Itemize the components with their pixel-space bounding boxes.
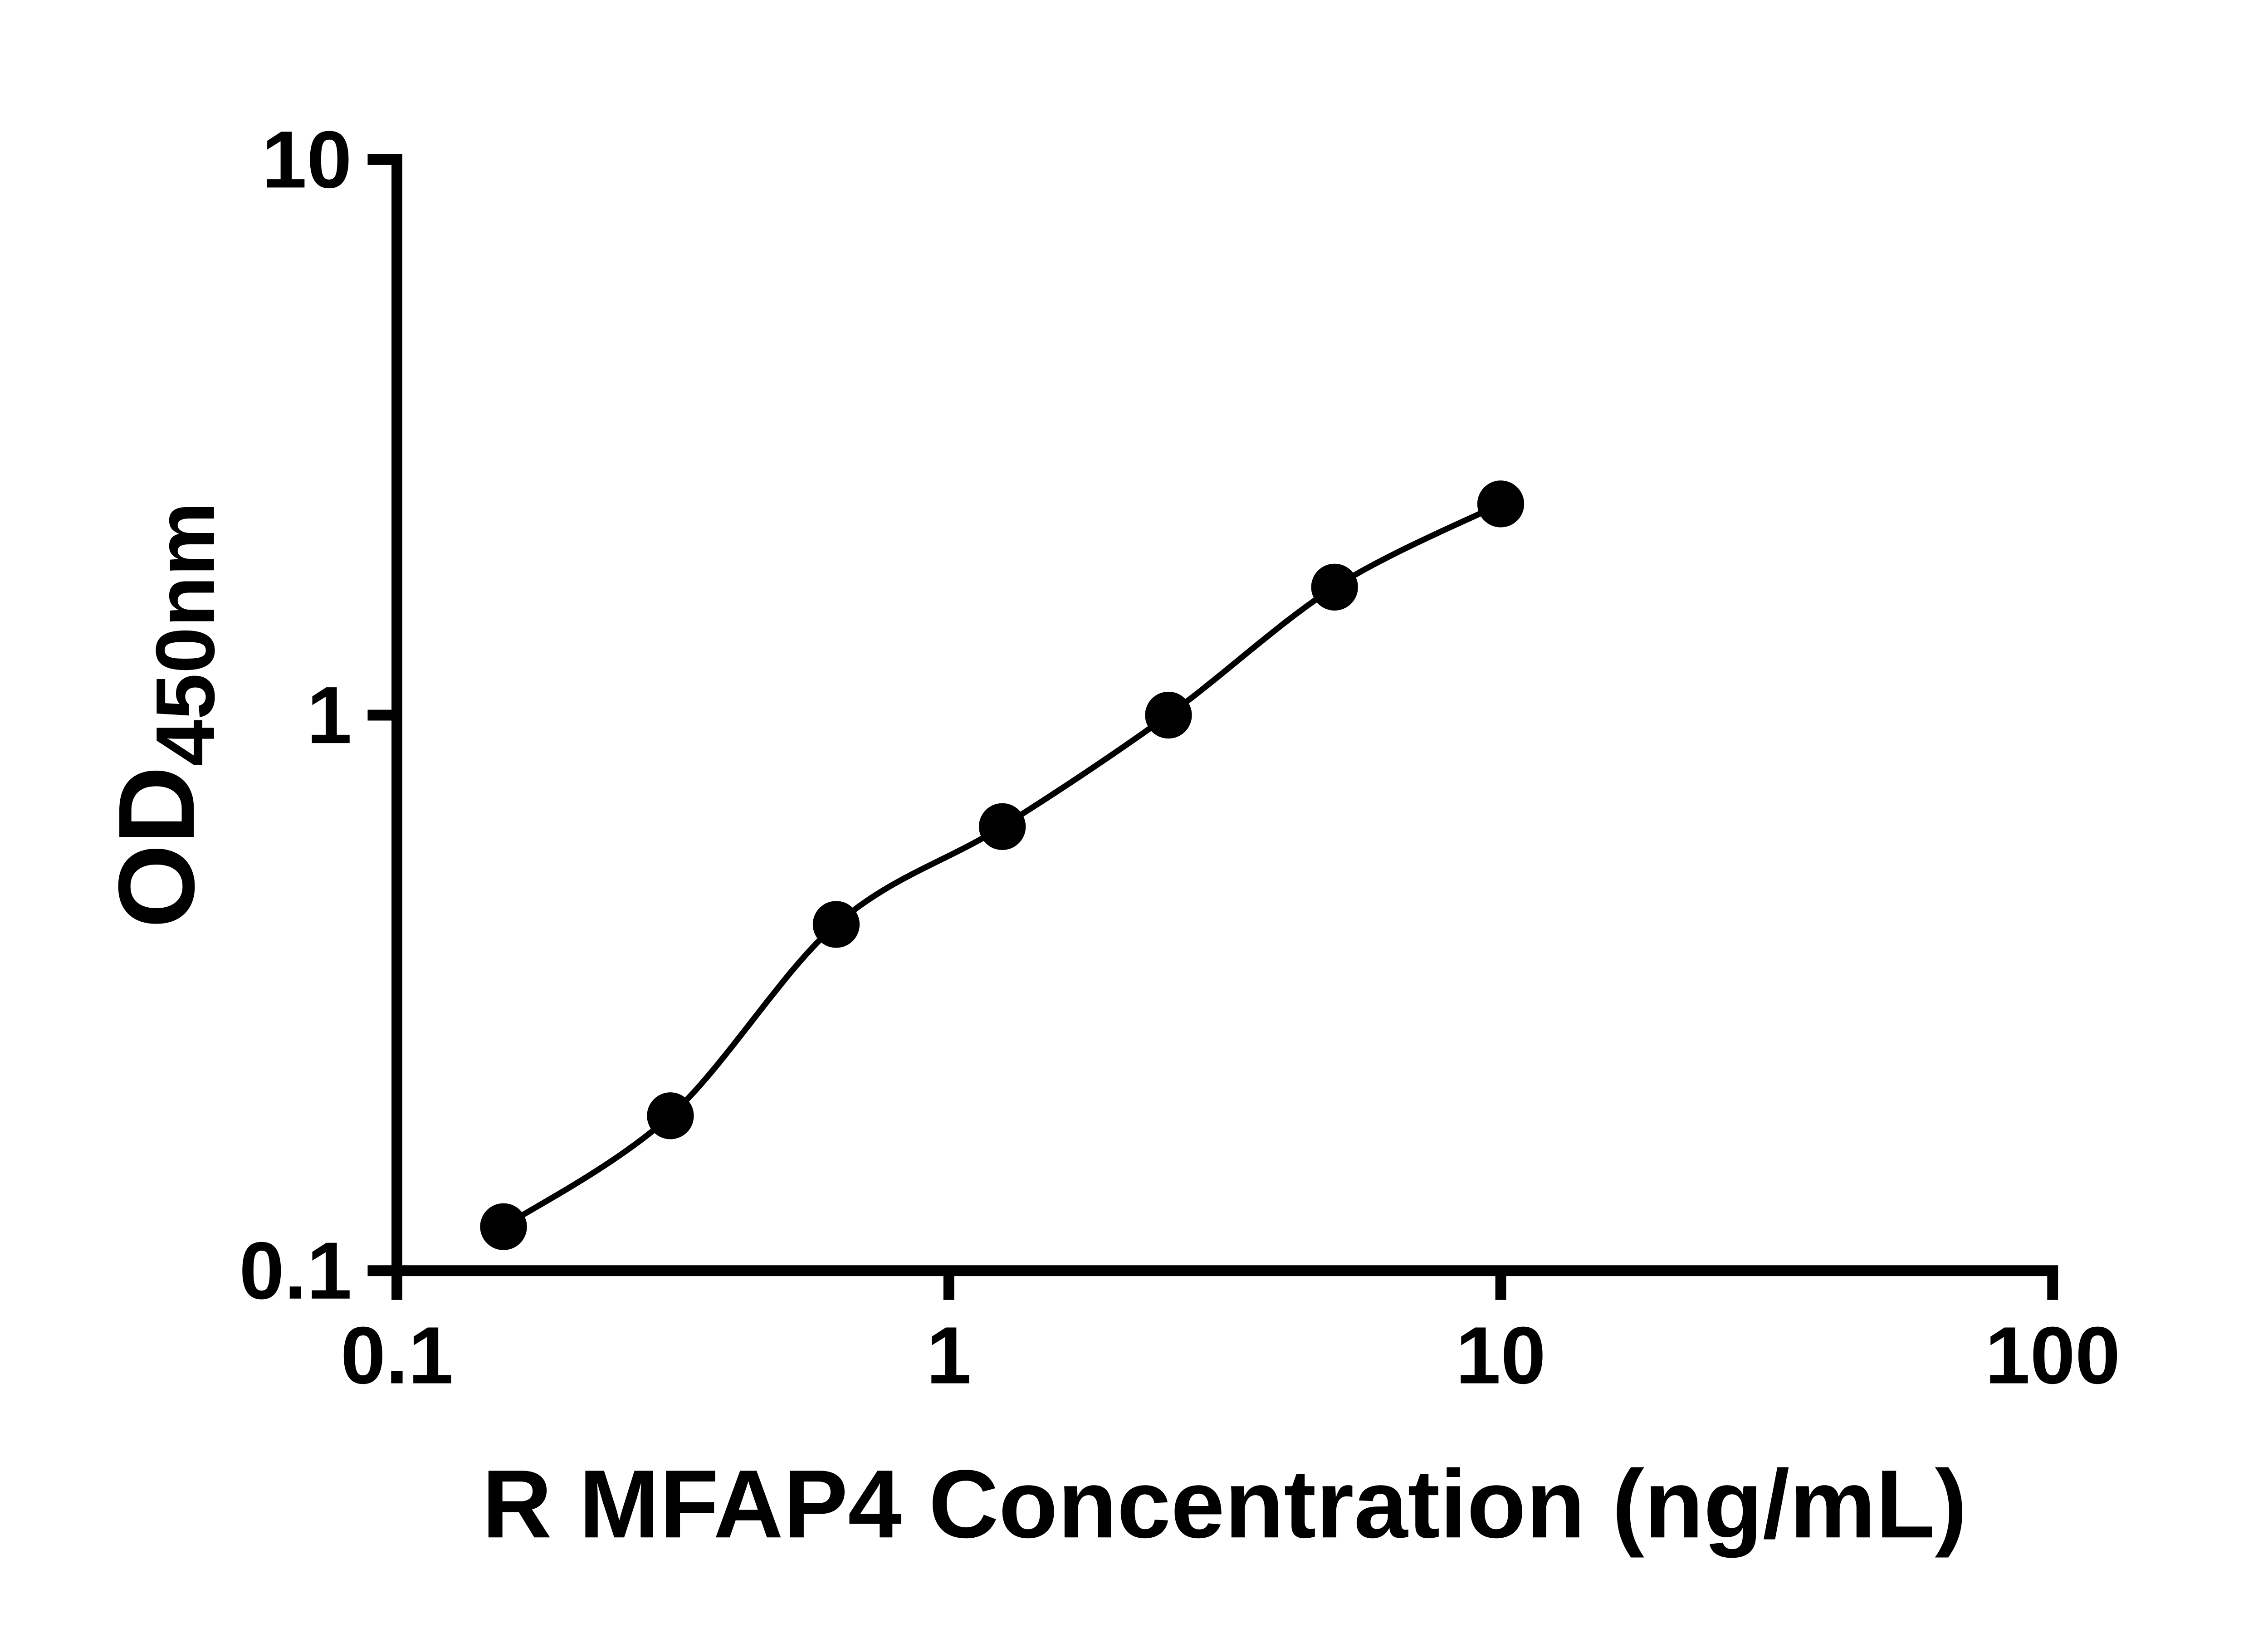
series-layer bbox=[480, 480, 1525, 1250]
y-tick-label: 10 bbox=[262, 114, 352, 205]
data-point bbox=[1145, 691, 1192, 739]
y-axis-title: OD450nm bbox=[96, 502, 232, 929]
data-point bbox=[480, 1203, 527, 1250]
data-point bbox=[1477, 480, 1525, 528]
data-point bbox=[1311, 563, 1358, 611]
y-tick-label: 1 bbox=[307, 670, 352, 760]
axes-layer bbox=[391, 154, 2058, 1276]
y-axis-title-subscript: 450nm bbox=[139, 502, 232, 766]
x-tick-label: 1 bbox=[926, 1310, 971, 1401]
x-axis-title: R MFAP4 Concentration (ng/mL) bbox=[482, 1450, 1967, 1558]
data-point bbox=[647, 1092, 694, 1139]
x-tick-label: 10 bbox=[1456, 1310, 1546, 1401]
axis-lines bbox=[391, 154, 2058, 1276]
data-point bbox=[979, 803, 1026, 850]
ticks-layer bbox=[367, 154, 2058, 1300]
y-tick-label: 0.1 bbox=[239, 1225, 352, 1316]
tick-labels-layer: 0.1 1 10 100 0.1 1 10 bbox=[239, 114, 2120, 1400]
data-point bbox=[812, 901, 860, 948]
x-tick-label: 100 bbox=[1985, 1310, 2120, 1401]
x-tick-label: 0.1 bbox=[341, 1310, 454, 1401]
y-axis-title-main: OD bbox=[96, 766, 217, 929]
